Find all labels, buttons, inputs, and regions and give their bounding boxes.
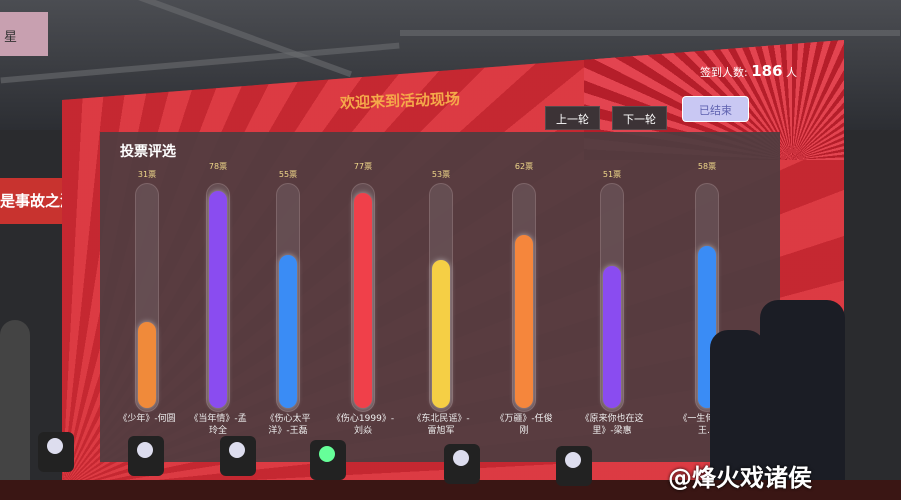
watermark: @烽火戏诸侯: [668, 464, 812, 492]
candidate-name: 《万疆》-任俊刚: [495, 414, 553, 436]
checkin-unit: 人: [786, 66, 798, 79]
vote-bar: [432, 260, 450, 408]
vote-count-label: 53票: [431, 170, 451, 179]
screen-title: 欢迎来到活动现场: [339, 89, 461, 113]
stage-floor: [0, 480, 901, 500]
stage-light: [310, 440, 346, 480]
left-banner: 是事故之源: [0, 178, 70, 224]
stage-light: [128, 436, 164, 476]
vote-count-label: 51票: [602, 170, 622, 179]
vote-bar: [209, 190, 227, 408]
candidate-name: 《一生何…》-王…: [678, 414, 736, 436]
candidate-name: 《当年情》-孟玲全: [189, 414, 247, 436]
vote-count-label: 77票: [353, 162, 373, 171]
vote-bar: [603, 265, 621, 408]
person: [760, 300, 845, 500]
prev-round-button[interactable]: 上一轮: [545, 106, 600, 130]
stage-light: [38, 432, 74, 472]
person: [0, 320, 30, 480]
stage-light: [556, 446, 592, 486]
checkin-count: 签到人数: 186 人: [700, 62, 797, 80]
vote-count-label: 58票: [697, 162, 717, 171]
stage-light: [444, 444, 480, 484]
person: [710, 330, 765, 500]
vote-bar: [354, 193, 372, 408]
next-round-button[interactable]: 下一轮: [612, 106, 667, 130]
vote-bar: [515, 235, 533, 408]
vote-count-label: 62票: [514, 162, 534, 171]
vote-count-label: 78票: [208, 162, 228, 171]
candidate-name: 《伤心太平洋》-王磊: [265, 414, 311, 436]
candidate-name: 《伤心1999》-刘焱: [331, 414, 395, 436]
stage-light: [220, 436, 256, 476]
vote-bar: [138, 321, 156, 408]
left-sign: 星: [0, 12, 48, 56]
checkin-label: 签到人数:: [700, 66, 748, 79]
vote-count-label: 55票: [278, 170, 298, 179]
ended-button[interactable]: 已结束: [682, 96, 749, 122]
vote-count-label: 31票: [137, 170, 157, 179]
candidate-name: 《原来你也在这里》-梁惠: [580, 414, 644, 436]
vote-bar: [279, 254, 297, 408]
checkin-number: 186: [751, 62, 783, 80]
vote-section-title: 投票评选: [120, 144, 176, 160]
candidate-name: 《少年》-何圆: [118, 414, 176, 424]
candidate-name: 《东北民谣》-雷旭军: [412, 414, 470, 436]
